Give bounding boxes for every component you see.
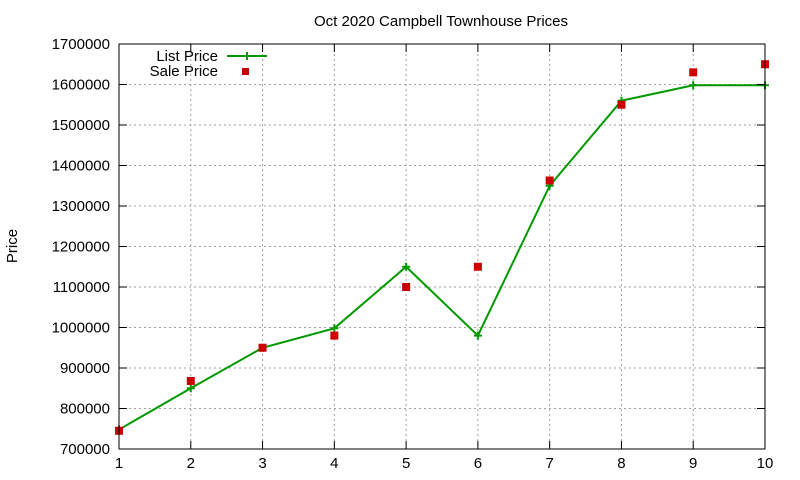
y-tick-label: 900000 bbox=[60, 360, 110, 377]
x-tick-label: 1 bbox=[115, 455, 123, 472]
sale-price-point bbox=[689, 68, 698, 77]
legend-marker-sale-price bbox=[242, 68, 249, 75]
x-tick-label: 5 bbox=[402, 455, 410, 472]
y-tick-label: 1500000 bbox=[52, 117, 110, 134]
list-price-point bbox=[330, 324, 339, 333]
list-price-point bbox=[689, 81, 698, 90]
legend: List Price Sale Price bbox=[150, 48, 267, 80]
sale-price-point bbox=[545, 176, 554, 185]
legend-label-list-price: List Price bbox=[156, 48, 218, 65]
sale-price-point bbox=[473, 262, 482, 271]
grid bbox=[119, 44, 765, 449]
chart-title: Oct 2020 Campbell Townhouse Prices bbox=[314, 13, 568, 30]
y-tick-label: 800000 bbox=[60, 401, 110, 418]
x-tick-label: 7 bbox=[545, 455, 553, 472]
y-tick-label: 700000 bbox=[60, 441, 110, 458]
list-price-point bbox=[473, 331, 482, 340]
x-tick-label: 4 bbox=[330, 455, 338, 472]
sale-price-point bbox=[186, 376, 195, 385]
y-tick-label: 1700000 bbox=[52, 36, 110, 53]
series-layer bbox=[115, 60, 769, 435]
y-tick-label: 1600000 bbox=[52, 77, 110, 94]
sale-price-point bbox=[330, 331, 339, 340]
x-tick-label: 9 bbox=[689, 455, 697, 472]
sale-price-point bbox=[402, 283, 411, 291]
ticks-layer: 1 2 3 4 5 6 7 8 9 10 700000 800000 900000 1000000 1100… bbox=[52, 36, 774, 472]
list-price-point bbox=[186, 384, 195, 393]
x-tick-label: 6 bbox=[474, 455, 482, 472]
legend-label-sale-price: Sale Price bbox=[150, 63, 218, 80]
x-tick-label: 10 bbox=[757, 455, 774, 472]
y-tick-label: 1300000 bbox=[52, 198, 110, 215]
sale-price-point bbox=[258, 343, 267, 352]
x-tick-label: 3 bbox=[258, 455, 266, 472]
y-tick-label: 1100000 bbox=[53, 279, 110, 296]
list-price-point bbox=[402, 262, 411, 271]
y-axis-label: Price bbox=[4, 229, 21, 263]
legend-marker-list-price bbox=[243, 52, 251, 60]
y-tick-label: 1200000 bbox=[52, 239, 110, 256]
x-tick-label: 2 bbox=[187, 455, 195, 472]
y-tick-label: 1000000 bbox=[52, 320, 110, 337]
series-line-list-price bbox=[118, 84, 765, 431]
y-tick-label: 1400000 bbox=[52, 158, 110, 175]
x-tick-label: 8 bbox=[617, 455, 625, 472]
sale-price-point bbox=[617, 100, 626, 109]
